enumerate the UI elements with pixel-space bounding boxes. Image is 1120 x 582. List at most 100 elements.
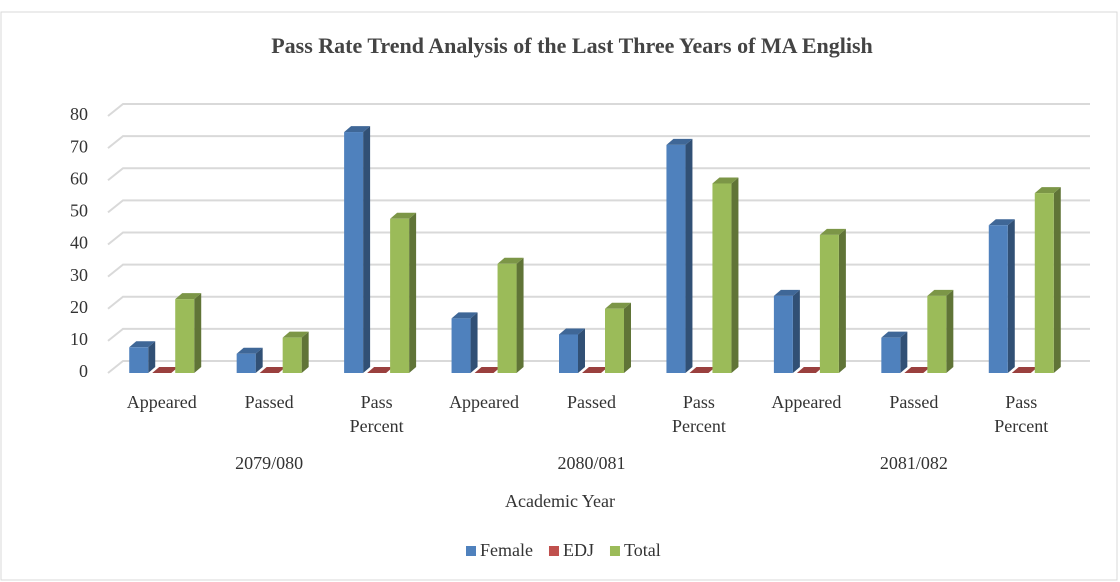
bar — [881, 337, 901, 373]
bar-side — [792, 289, 800, 373]
bar-top — [819, 228, 846, 235]
grid-line — [107, 199, 1090, 214]
bar — [175, 299, 195, 373]
bar — [559, 334, 578, 373]
x-tick-label: Pass Percent — [671, 392, 726, 436]
y-tick-label: 40 — [70, 233, 88, 253]
legend-swatch — [609, 546, 620, 556]
bar — [666, 144, 686, 373]
legend-swatch — [548, 546, 559, 556]
x-tick-label: Passed — [889, 392, 939, 412]
bar-top — [582, 367, 608, 373]
y-tick-label: 50 — [70, 201, 88, 221]
grid-line — [107, 295, 1090, 310]
legend-label: Total — [624, 540, 661, 560]
bar — [497, 263, 517, 373]
bar-top — [152, 367, 179, 373]
chart-title: Pass Rate Trend Analysis of the Last Thr… — [271, 33, 873, 58]
grid-line — [107, 327, 1090, 342]
grid-line — [107, 167, 1090, 182]
bar-top — [344, 126, 371, 133]
bar-side — [578, 328, 585, 373]
bar-side — [363, 126, 371, 373]
bar-top — [390, 212, 417, 219]
group-label: 2080/081 — [557, 453, 625, 473]
bar — [988, 225, 1008, 373]
bar-top — [904, 367, 931, 373]
bar-top — [666, 138, 693, 145]
bar-top — [712, 177, 739, 184]
bar-top — [451, 312, 478, 319]
x-tick-label: Appeared — [771, 392, 842, 412]
x-tick-label: Appeared — [126, 392, 197, 412]
bar — [344, 132, 364, 373]
grid-line — [107, 103, 1090, 117]
bar — [282, 337, 302, 373]
bar-top — [236, 347, 263, 354]
y-tick-label: 70 — [70, 136, 88, 156]
bar — [236, 353, 256, 373]
bar-side — [946, 289, 954, 373]
legend-swatch — [466, 546, 476, 556]
bar-top — [1011, 367, 1038, 373]
bar — [1034, 193, 1054, 373]
y-tick-label: 30 — [70, 265, 88, 285]
bar-top — [474, 367, 501, 373]
x-tick-label: Pass Percent — [349, 392, 404, 436]
bar-side — [838, 228, 846, 373]
bar-side — [900, 331, 908, 373]
bar-side — [516, 257, 524, 373]
legend-label: Female — [480, 540, 533, 560]
y-tick-label: 0 — [79, 361, 88, 381]
grid-line — [107, 263, 1090, 278]
bar-top — [988, 219, 1015, 226]
bar-side — [731, 177, 739, 373]
bar-side — [1007, 219, 1015, 373]
bar-top — [927, 289, 954, 296]
bar-top — [881, 331, 908, 338]
group-label: 2079/080 — [235, 453, 303, 473]
bar-top — [367, 367, 394, 373]
x-tick-label: Appeared — [449, 392, 520, 412]
bar-side — [470, 312, 478, 373]
bar-side — [409, 212, 417, 373]
bar-top — [129, 341, 156, 348]
bar — [605, 308, 624, 373]
bar-side — [685, 138, 693, 373]
grid-line — [107, 135, 1090, 149]
bar-side — [624, 302, 631, 373]
bar — [712, 183, 732, 373]
bar — [451, 318, 471, 373]
bar — [390, 218, 410, 373]
bar-side — [194, 293, 202, 373]
bar-side — [255, 347, 263, 373]
bar-top — [796, 367, 823, 373]
bar-top — [773, 289, 800, 296]
bar-top — [605, 302, 631, 309]
bar-top — [559, 328, 585, 335]
bar-top — [282, 331, 309, 338]
x-tick-label: Passed — [567, 392, 616, 412]
y-tick-label: 10 — [70, 329, 88, 349]
x-axis-title: Academic Year — [505, 491, 615, 511]
bar-side — [301, 331, 309, 373]
y-tick-label: 60 — [70, 168, 88, 188]
bar-top — [689, 367, 716, 373]
grid-line — [107, 231, 1090, 246]
bar-side — [1053, 187, 1061, 373]
grid-line — [107, 360, 1090, 374]
x-tick-label: Pass Percent — [994, 392, 1049, 436]
bar-top — [1034, 187, 1061, 194]
bar-top — [175, 293, 202, 300]
bar-top — [259, 367, 286, 373]
bar — [129, 347, 149, 373]
x-tick-label: Passed — [244, 392, 294, 412]
y-tick-label: 80 — [70, 104, 88, 124]
bar — [819, 234, 839, 373]
bar-side — [148, 341, 156, 373]
group-label: 2081/082 — [880, 453, 948, 473]
bar-top — [497, 257, 524, 264]
bar — [927, 295, 947, 373]
